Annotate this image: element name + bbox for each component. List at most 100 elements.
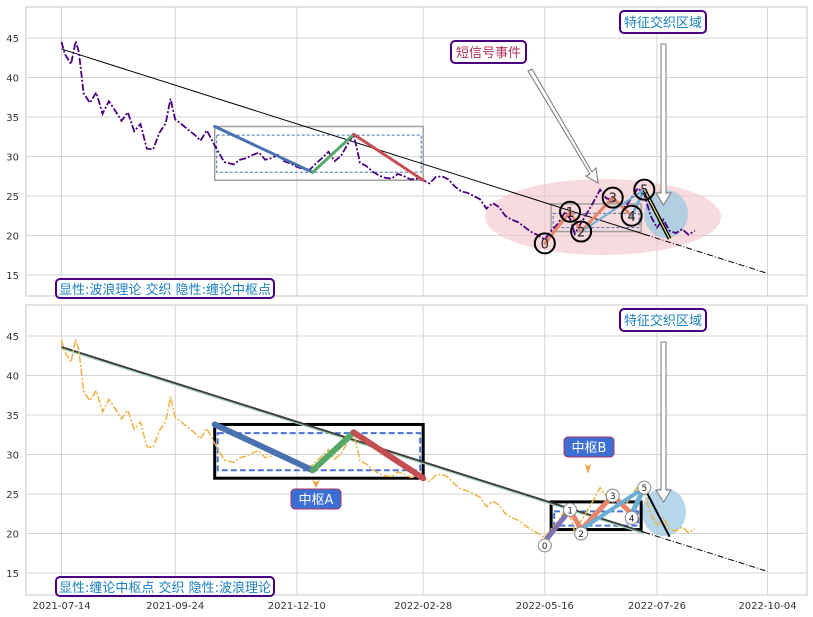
wave-point-marker xyxy=(637,480,652,495)
pivot-a-label: 中枢A xyxy=(299,493,334,508)
top-trendline xyxy=(61,48,768,274)
top-caption: 显性:波浪理论 交织 隐性:缠论中枢点 xyxy=(55,278,275,299)
wave-segment xyxy=(350,429,427,482)
wave-point-label: 4 xyxy=(628,210,636,225)
wave-point-marker xyxy=(533,232,556,255)
y-tick-label: 25 xyxy=(6,192,19,203)
y-tick-label: 20 xyxy=(6,530,19,541)
x-tick-label: 2021-09-24 xyxy=(146,601,204,612)
pivot-zone-inner xyxy=(216,432,422,472)
bottom-wave-segments xyxy=(211,421,671,544)
wave-segment xyxy=(579,196,615,234)
trendline-shadow xyxy=(61,347,645,535)
pivot-zone-box xyxy=(549,500,643,532)
bottom-wave-labels: 0 1 2 3 4 5 xyxy=(537,480,652,553)
bottom-caption-text: 显性:缠论中枢点 交织 隐性:波浪理论 xyxy=(59,580,271,596)
signal-annotation: 短信号事件 xyxy=(450,40,599,184)
wave-point-label: 2 xyxy=(578,530,584,540)
price-line xyxy=(60,338,696,539)
y-tick-label: 30 xyxy=(6,451,19,462)
wave-point-marker xyxy=(570,220,593,243)
top-zone-annotation: 特征交织区域 xyxy=(619,10,707,206)
y-tick-label: 30 xyxy=(6,153,19,164)
wave-point-label: 2 xyxy=(577,226,585,241)
pivot-a-arrow-icon xyxy=(312,480,320,488)
top-wave-labels: 0 12 345 xyxy=(533,178,656,255)
trendline-projection xyxy=(644,531,768,572)
wave-segment xyxy=(543,210,572,245)
signal-label: 短信号事件 xyxy=(456,46,521,61)
wave-segment xyxy=(211,421,316,474)
wave-segment xyxy=(611,196,634,218)
top-grid xyxy=(26,7,807,296)
wave-point-marker xyxy=(559,200,582,223)
price-line xyxy=(60,40,696,241)
wave-point-label: 1 xyxy=(566,206,574,221)
top-zone-label-box xyxy=(619,10,707,34)
pivot-a-label-box xyxy=(290,488,342,510)
bottom-zone-label-box xyxy=(619,308,707,332)
y-tick-label: 45 xyxy=(6,34,19,45)
top-wave-segments xyxy=(213,124,672,245)
wave-point-marker xyxy=(574,526,589,541)
pivot-a-annotation: 中枢A xyxy=(290,480,342,510)
x-tick-label: 2022-10-04 xyxy=(738,601,796,612)
bottom-zone-label: 特征交织区域 xyxy=(624,313,702,329)
wave-point-label: 3 xyxy=(610,492,616,502)
top-zone-arrow-icon xyxy=(655,43,672,206)
wave-segment xyxy=(630,188,646,218)
wave-segment xyxy=(568,210,583,234)
pivot-b-annotation: 中枢B xyxy=(563,436,615,474)
wave-point-marker xyxy=(537,538,552,553)
signal-arrow-icon xyxy=(527,68,599,184)
y-tick-label: 40 xyxy=(6,74,19,85)
top-caption-box xyxy=(55,278,275,299)
bottom-panel-frame xyxy=(25,304,808,596)
x-tick-label: 2021-07-14 xyxy=(32,601,90,612)
bottom-zone-annotation: 特征交织区域 xyxy=(619,308,707,503)
bottom-trendline xyxy=(61,346,768,572)
signal-label-box xyxy=(450,40,527,64)
wave-point-label: 3 xyxy=(609,192,617,207)
y-tick-label: 15 xyxy=(6,271,19,282)
wave-point-label: 0 xyxy=(541,237,549,252)
y-tick-label: 35 xyxy=(6,411,19,422)
wave-point-marker xyxy=(563,502,578,517)
wave-point-marker xyxy=(601,186,624,209)
wave-segment xyxy=(309,429,357,474)
wave-point-label: 1 xyxy=(567,506,573,516)
wave-segment xyxy=(580,486,646,532)
wave-segment xyxy=(213,124,315,174)
pivot-zone-box xyxy=(213,125,424,181)
y-tick-label: 35 xyxy=(6,113,19,124)
x-tick-label: 2022-02-28 xyxy=(394,601,452,612)
wave-point-label: 4 xyxy=(629,514,635,524)
wave-point-marker xyxy=(633,178,656,201)
top-panel-frame xyxy=(25,6,808,297)
trendline-solid xyxy=(61,346,645,534)
bottom-grid xyxy=(26,305,807,595)
feature-zone-blob xyxy=(644,190,688,238)
top-price-series xyxy=(60,40,696,241)
trendline-projection xyxy=(644,233,768,274)
trendline-solid xyxy=(61,48,645,235)
y-tick-label: 25 xyxy=(6,490,19,501)
wave-segment-decline xyxy=(643,487,671,538)
x-tick-label: 2022-07-26 xyxy=(628,601,686,612)
wave-segment xyxy=(580,188,645,233)
x-axis: 2021-07-14 2021-09-24 2021-12-10 2022-02-28… xyxy=(32,601,796,612)
wave-point-label: 5 xyxy=(640,184,648,199)
y-tick-label: 45 xyxy=(6,332,19,343)
top-zone-label: 特征交织区域 xyxy=(624,15,702,31)
pivot-zone-inner xyxy=(216,134,422,173)
top-y-axis: 15 20 25 30 35 40 45 xyxy=(6,34,19,282)
x-tick-label: 2021-12-10 xyxy=(268,601,326,612)
top-caption-text: 显性:波浪理论 交织 隐性:缠论中枢点 xyxy=(59,282,271,298)
x-tick-label: 2022-05-16 xyxy=(516,601,574,612)
wave-point-marker xyxy=(605,488,620,503)
bottom-caption: 显性:缠论中枢点 交织 隐性:波浪理论 xyxy=(55,576,275,597)
y-tick-label: 20 xyxy=(6,232,19,243)
